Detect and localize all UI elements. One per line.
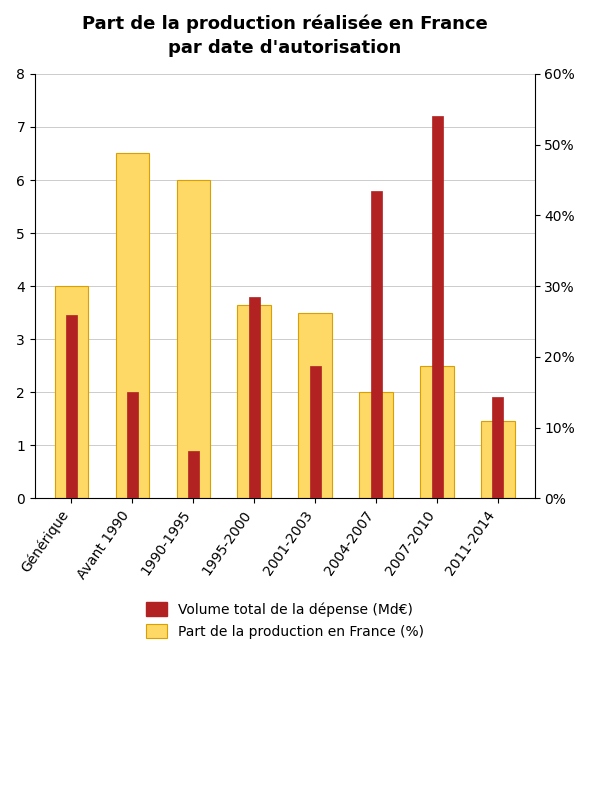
Bar: [481, 421, 514, 498]
Bar: [420, 366, 454, 498]
Bar: [249, 297, 260, 498]
Legend: Volume total de la dépense (Md€), Part de la production en France (%): Volume total de la dépense (Md€), Part d…: [132, 588, 438, 653]
Bar: [116, 153, 149, 498]
Bar: [66, 316, 77, 498]
Bar: [299, 312, 332, 498]
Bar: [188, 450, 199, 498]
Bar: [359, 392, 393, 498]
Bar: [431, 116, 442, 498]
Bar: [493, 398, 503, 498]
Bar: [237, 305, 271, 498]
Bar: [127, 392, 138, 498]
Title: Part de la production réalisée en France
par date d'autorisation: Part de la production réalisée en France…: [82, 15, 487, 57]
Bar: [55, 286, 88, 498]
Bar: [176, 180, 210, 498]
Bar: [371, 190, 382, 498]
Bar: [310, 366, 320, 498]
